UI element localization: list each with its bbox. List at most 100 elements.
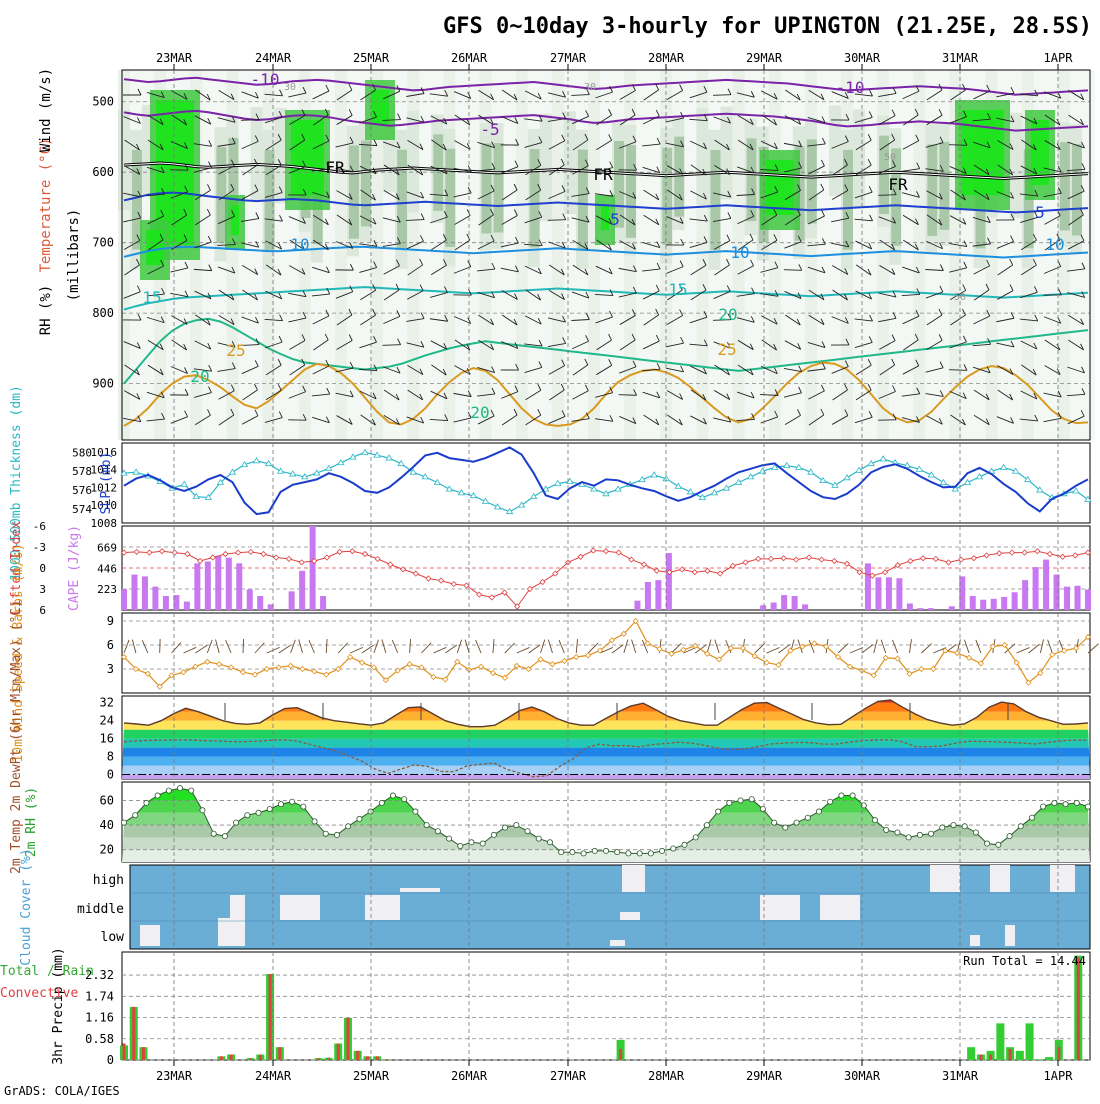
cape-bar: [980, 600, 986, 610]
isotherm-label: 10: [730, 243, 749, 262]
rh-point: [413, 809, 418, 814]
rh-point: [424, 822, 429, 827]
rh-point: [570, 850, 575, 855]
rh-point: [626, 851, 631, 856]
rh-point: [503, 825, 508, 830]
rh-point: [816, 809, 821, 814]
rh-point: [738, 798, 743, 803]
rh-cell: [371, 90, 389, 125]
rh-cell: [419, 70, 432, 440]
pressure-tick: 900: [92, 377, 114, 391]
isotherm-label: FR: [593, 165, 613, 184]
precip-conv-bar: [979, 1055, 982, 1060]
rh-point: [278, 802, 283, 807]
bottom-date-label: 27MAR: [550, 1069, 587, 1083]
isotherm-label: 50: [884, 152, 896, 163]
rh-cell: [747, 138, 757, 221]
isotherm-label: 5: [610, 210, 620, 229]
rh-point: [469, 840, 474, 845]
rh-point: [928, 831, 933, 836]
rh-point: [536, 836, 541, 841]
cape-bar: [184, 602, 190, 610]
rh-point: [256, 810, 261, 815]
rh-cell: [1060, 142, 1070, 230]
precip-total-bar: [996, 1023, 1004, 1060]
rh2m-side-label: 2m RH (%): [24, 787, 39, 857]
rh-cell: [467, 70, 480, 440]
cloud-block: [218, 918, 240, 946]
rh-point: [637, 851, 642, 856]
top-date-label: 24MAR: [255, 51, 292, 65]
cape-bar: [1033, 567, 1039, 610]
rh-cell: [1082, 70, 1095, 440]
precip-conv-bar: [249, 1058, 252, 1060]
rh-point: [682, 842, 687, 847]
precip-tick: 1.74: [85, 989, 114, 1003]
credit-label: GrADS: COLA/IGES: [4, 1084, 120, 1098]
rh-cell: [564, 111, 577, 214]
cloud-side-label: Cloud Cover (%): [19, 848, 34, 965]
rh-cell: [455, 70, 468, 440]
bottom-date-label: 26MAR: [451, 1069, 488, 1083]
rh-point: [1074, 800, 1079, 805]
slp-side-label: SLP (mb): [99, 452, 114, 515]
wind10m-panel: 963: [107, 613, 1099, 693]
temp-side-label: Temperature (°C): [38, 138, 54, 273]
cape-bar: [1022, 580, 1028, 610]
cape-bar: [1075, 586, 1081, 610]
top-date-label: 27MAR: [550, 51, 587, 65]
cape-bar: [1001, 597, 1007, 610]
cape-bar: [645, 582, 651, 610]
rh-cell: [516, 70, 529, 440]
rh-point: [1041, 804, 1046, 809]
rh-cell: [445, 149, 455, 247]
bottom-date-label: 28MAR: [648, 1069, 685, 1083]
cape-bar: [152, 587, 158, 610]
pressure-side-label: (millibars): [66, 209, 82, 302]
rh-cell: [504, 70, 517, 440]
rh-point: [166, 788, 171, 793]
cape-bar: [666, 553, 672, 610]
rh-point: [525, 829, 530, 834]
rh-cell: [118, 110, 131, 210]
rh-point: [211, 831, 216, 836]
temp-band: [122, 766, 1090, 775]
top-date-label: 25MAR: [353, 51, 390, 65]
speed-tick: 6: [107, 638, 114, 652]
isotherm-label: 20: [190, 367, 209, 386]
top-date-label: 31MAR: [942, 51, 979, 65]
rh-tick: 20: [100, 843, 114, 857]
speed-tick: 9: [107, 614, 114, 628]
rh-point: [985, 841, 990, 846]
thickness-tick: 576: [72, 484, 92, 497]
thickness-tick: 574: [72, 503, 92, 516]
li-tick: 3: [39, 583, 46, 596]
bottom-date-label: 24MAR: [255, 1069, 292, 1083]
rh-point: [458, 843, 463, 848]
rh-point: [704, 822, 709, 827]
rh-point: [615, 850, 620, 855]
wind-barb: [784, 270, 802, 271]
bottom-date-label: 25MAR: [353, 1069, 390, 1083]
rh-point: [895, 830, 900, 835]
rh-point: [906, 835, 911, 840]
cape-bar: [131, 575, 137, 610]
rh-point: [155, 793, 160, 798]
cape-bar: [1085, 589, 1091, 610]
precip-total-bar: [1016, 1051, 1024, 1060]
rh-point: [603, 848, 608, 853]
precip-side-label-total: Total / Rain: [0, 964, 94, 979]
precip-conv-bar: [317, 1058, 320, 1060]
cloud-level-label: high: [93, 873, 124, 888]
bottom-date-label: 29MAR: [746, 1069, 783, 1083]
cape-bar: [949, 606, 955, 610]
rh-point: [346, 824, 351, 829]
rh-cell: [231, 205, 239, 235]
cape-bar: [792, 596, 798, 610]
isotherm-label: FR: [325, 158, 345, 177]
rh-point: [514, 822, 519, 827]
